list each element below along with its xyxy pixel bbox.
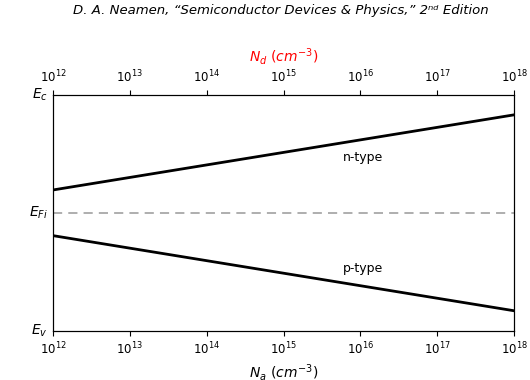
Text: D. A. Neamen, “Semiconductor Devices & Physics,” 2ⁿᵈ Edition: D. A. Neamen, “Semiconductor Devices & P… [73, 4, 489, 17]
Text: p-type: p-type [343, 262, 384, 275]
X-axis label: $N_d\ (cm^{-3})$: $N_d\ (cm^{-3})$ [249, 46, 319, 67]
Text: $E_{Fi}$: $E_{Fi}$ [29, 204, 48, 221]
Text: $E_c$: $E_c$ [32, 87, 48, 103]
X-axis label: $N_a\ (cm^{-3})$: $N_a\ (cm^{-3})$ [249, 363, 318, 380]
Text: n-type: n-type [343, 150, 384, 164]
Text: $E_v$: $E_v$ [31, 322, 48, 339]
